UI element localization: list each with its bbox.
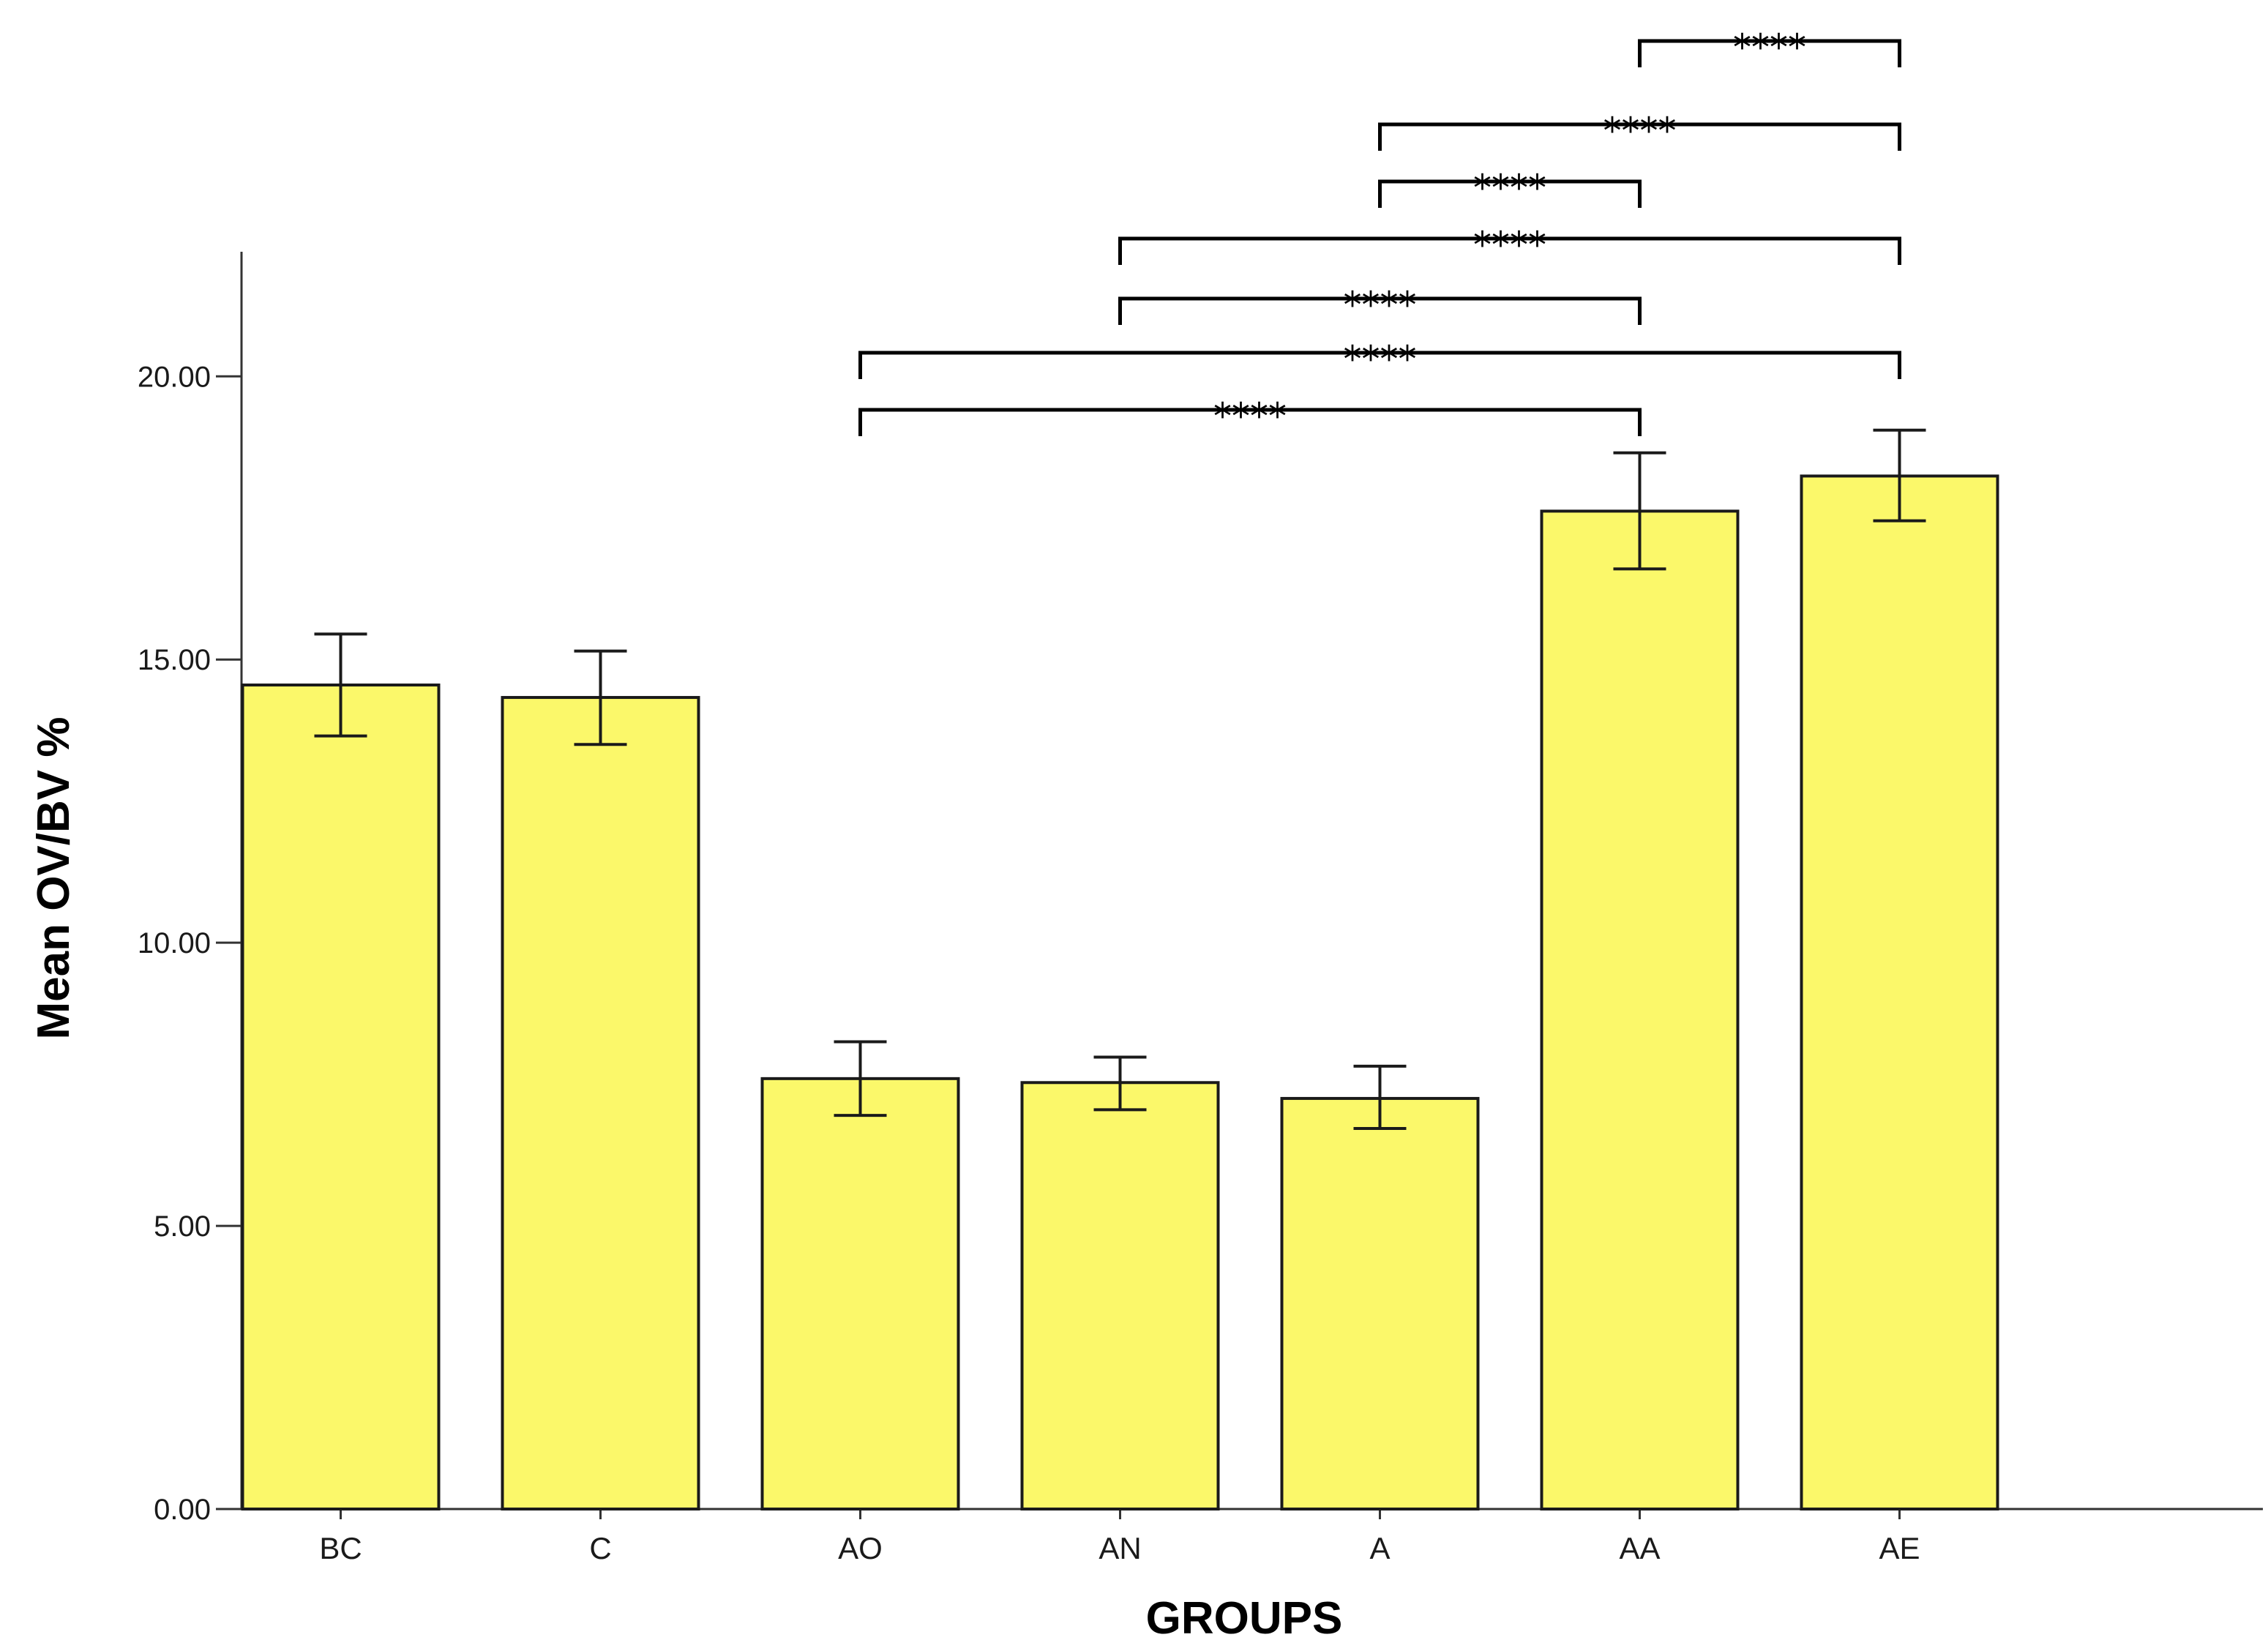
bracket-line [1638,39,1901,67]
significance-bracket: **** [1378,167,1642,209]
x-tick-label: C [589,1531,611,1565]
error-bar-a [1353,1064,1407,1130]
y-ticks: 0.00 5.00 10.00 15.00 20.00 [138,361,242,1526]
significance-label: **** [1733,26,1806,69]
error-bar-c [574,649,627,746]
significance-bracket: **** [858,338,1901,381]
bar-an [1020,1081,1220,1510]
significance-label: **** [1344,284,1417,326]
bar-c [501,696,700,1511]
error-bar-an [1093,1055,1147,1112]
significance-label: **** [1473,167,1546,209]
bracket-line [858,408,1642,436]
x-tick-label: AN [1099,1531,1141,1565]
bars [241,474,1999,1511]
bar-ae [1800,474,1999,1510]
significance-bracket: **** [1118,224,1901,266]
error-bars [314,428,1926,1130]
x-tick-label: AA [1619,1531,1660,1565]
x-axis-title: GROUPS [1146,1593,1343,1644]
error-bar-bc [314,632,367,738]
y-tick-label: 10.00 [138,927,211,959]
bracket-line [1118,296,1642,325]
significance-label: **** [1603,110,1677,152]
y-tick-label: 15.00 [138,644,211,676]
x-tick-label: BC [319,1531,362,1565]
error-bar-aa [1613,451,1666,571]
x-ticks: BC C AO AN A AA AE [319,1509,1920,1565]
significance-brackets: **** **** **** **** **** **** **** [858,26,1901,438]
y-tick-label: 0.00 [154,1494,211,1526]
bar-bc [241,684,441,1510]
bracket-line [1378,122,1901,151]
bar-ao [760,1077,960,1510]
bar-aa [1540,509,1740,1510]
significance-label: **** [1213,395,1287,438]
y-tick-label: 5.00 [154,1210,211,1243]
x-tick-label: AE [1879,1531,1920,1565]
error-bar-ae [1873,428,1926,523]
x-tick-label: AO [838,1531,883,1565]
bracket-line [1378,179,1642,208]
y-tick-label: 20.00 [138,361,211,393]
significance-bracket: **** [1378,110,1901,152]
significance-bracket: **** [1118,284,1642,326]
bracket-line [858,351,1901,379]
significance-label: **** [1344,338,1417,381]
y-axis-title: Mean OV/BV % [29,717,79,1040]
bar-a [1280,1096,1480,1510]
error-bar-ao [834,1040,887,1117]
x-tick-label: A [1369,1531,1390,1565]
significance-bracket: **** [1638,26,1901,69]
significance-bracket: **** [858,395,1642,438]
bracket-line [1118,236,1901,265]
significance-label: **** [1473,224,1546,266]
